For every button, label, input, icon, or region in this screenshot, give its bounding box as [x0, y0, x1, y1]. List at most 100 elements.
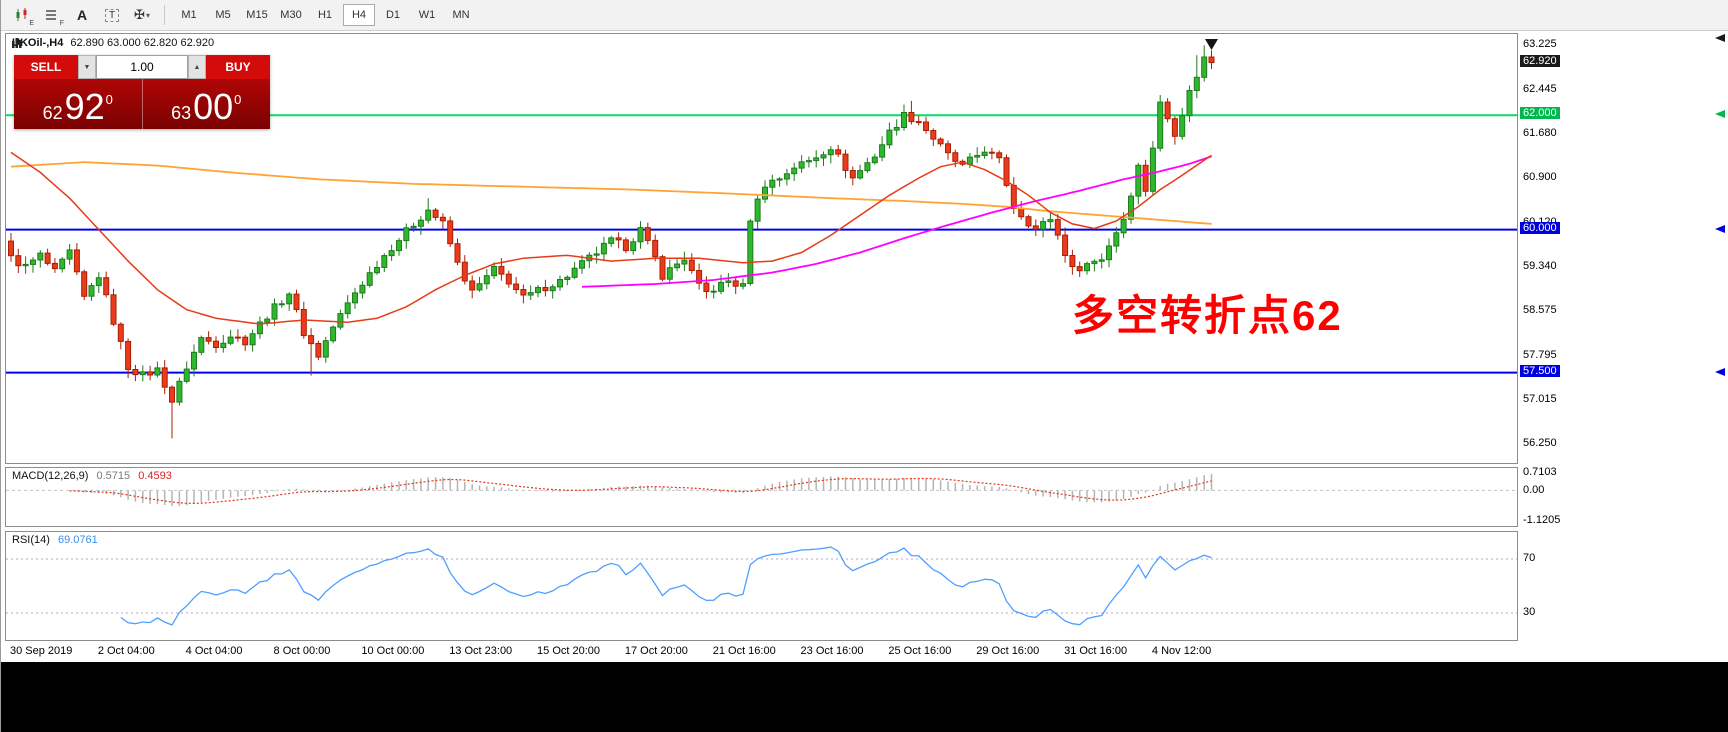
- chart-icon: [12, 38, 22, 48]
- chart-annotation-text: 多空转折点62: [1072, 292, 1343, 339]
- time-axis-label: 8 Oct 00:00: [273, 645, 331, 657]
- level-60000-label: 60.000: [1520, 221, 1560, 234]
- indicator-list-icon[interactable]: F: [38, 3, 66, 27]
- timeframe-button-d1[interactable]: D1: [385, 9, 401, 21]
- chart-tools-group: E F A T ✠ ▾: [7, 0, 157, 30]
- text-label-glyph: T: [104, 8, 120, 22]
- rsi-canvas: [6, 546, 1517, 626]
- buy-button[interactable]: BUY: [206, 55, 270, 79]
- time-axis-label: 2 Oct 04:00: [97, 645, 155, 657]
- edge-marker: [1715, 367, 1725, 376]
- rsi-name: RSI(14): [12, 534, 50, 546]
- volume-up-button[interactable]: ▲: [188, 55, 206, 79]
- candle-chart-glyph: [16, 8, 27, 21]
- macd-axis-tick: 0.00: [1523, 484, 1545, 497]
- text-label-tool-icon[interactable]: T: [98, 3, 126, 27]
- buy-price-sup: 0: [234, 92, 242, 107]
- time-axis[interactable]: 30 Sep 2019 2 Oct 04:00 4 Oct 04:00 8 Oct 0…: [1, 643, 1728, 661]
- macd-axis[interactable]: 0.7103 0.00 -1.1205: [1519, 466, 1577, 527]
- timeframe-button-m15[interactable]: M15: [246, 9, 268, 21]
- price-axis[interactable]: 63.22562.44561.68060.90060.12059.34058.5…: [1519, 33, 1577, 463]
- edge-marker: [1715, 224, 1725, 233]
- buy-price-big: 00: [193, 86, 234, 128]
- edge-marker: [1715, 110, 1725, 119]
- time-axis-label: 10 Oct 00:00: [361, 645, 425, 657]
- main-chart-panel[interactable]: UKOil-,H4 62.890 63.000 62.820 62.920 SE…: [5, 33, 1518, 464]
- sell-price-sup: 0: [105, 92, 113, 107]
- sell-button[interactable]: SELL: [14, 55, 78, 79]
- time-axis-label: 31 Oct 16:00: [1064, 645, 1128, 657]
- macd-main-value: 0.5715: [96, 470, 131, 482]
- volume-input[interactable]: [96, 55, 188, 79]
- time-axis-label: 25 Oct 16:00: [888, 645, 952, 657]
- text-tool-icon[interactable]: A: [76, 7, 88, 23]
- time-axis-label: 4 Oct 04:00: [185, 645, 243, 657]
- level-57500-label: 57.500: [1520, 364, 1560, 377]
- indicator-list-glyph: [46, 10, 56, 20]
- rsi-value: 69.0761: [57, 534, 98, 546]
- level-62000-label: 62.000: [1520, 107, 1560, 120]
- edge-marker: [1715, 34, 1725, 43]
- rsi-axis[interactable]: 70 30: [1519, 531, 1577, 641]
- macd-panel[interactable]: MACD(12,26,9) 0.5715 0.4593: [5, 467, 1518, 527]
- rsi-axis-tick: 30: [1523, 606, 1536, 618]
- price-axis-tick: 60.900: [1523, 171, 1557, 184]
- volume-dropdown-button[interactable]: ▼: [78, 55, 96, 79]
- time-axis-label: 29 Oct 16:00: [976, 645, 1040, 657]
- chevron-down-icon: ▾: [145, 10, 150, 20]
- time-axis-label: 13 Oct 23:00: [449, 645, 513, 657]
- timeframe-button-mn[interactable]: MN: [452, 9, 470, 21]
- one-click-trading-widget: SELL ▼ ▲ BUY 62 92 0 63 00: [14, 55, 270, 129]
- macd-signal-line: [69, 477, 1212, 505]
- time-axis-label: 23 Oct 16:00: [800, 645, 864, 657]
- trade-prices-row: 62 92 0 63 00 0: [14, 79, 270, 129]
- price-axis-tick: 57.795: [1523, 348, 1557, 361]
- toolbar-separator: [164, 5, 165, 25]
- price-axis-tick: 59.340: [1523, 260, 1557, 273]
- macd-label: MACD(12,26,9) 0.5715 0.4593: [12, 470, 172, 482]
- macd-name: MACD(12,26,9): [12, 470, 89, 482]
- arrow-down-object: [1205, 39, 1218, 50]
- buy-price-main: 63: [171, 103, 192, 123]
- time-axis-label: 17 Oct 20:00: [624, 645, 688, 657]
- timeframe-button-m1[interactable]: M1: [181, 9, 197, 21]
- time-axis-label: 30 Sep 2019: [10, 645, 73, 657]
- ma-fast-magenta: [581, 155, 1212, 288]
- time-axis-label: 4 Nov 12:00: [1151, 645, 1212, 657]
- chart-symbol-period: UKOil-,H4: [12, 37, 64, 49]
- macd-signal-value: 0.4593: [138, 470, 172, 482]
- time-axis-label: 21 Oct 16:00: [712, 645, 776, 657]
- chart-ohlc-values: 62.890 63.000 62.820 62.920: [70, 37, 215, 49]
- timeframe-button-m30[interactable]: M30: [280, 9, 302, 21]
- timeframe-button-m5[interactable]: M5: [215, 9, 231, 21]
- crosshair-tool-icon[interactable]: ✠ ▾: [128, 3, 156, 27]
- rsi-label: RSI(14) 69.0761: [12, 534, 98, 546]
- sell-price-display[interactable]: 62 92 0: [14, 79, 143, 129]
- price-axis-tick: 62.445: [1523, 82, 1557, 95]
- rsi-panel[interactable]: RSI(14) 69.0761: [5, 531, 1518, 641]
- chevron-down-icon: ▼: [83, 63, 91, 71]
- candle-chart-icon[interactable]: E: [8, 3, 36, 27]
- price-axis-tick: 63.225: [1523, 38, 1557, 51]
- timeframe-button-w1[interactable]: W1: [418, 9, 436, 21]
- tool-sub-letter: E: [29, 20, 34, 27]
- bottom-bar: [1, 662, 1728, 732]
- ma-slow-orange: [10, 161, 1212, 225]
- sell-price-big: 92: [64, 86, 105, 128]
- timeframe-button-h4[interactable]: H4: [343, 4, 375, 26]
- chart-quote-header: UKOil-,H4 62.890 63.000 62.820 62.920: [12, 37, 214, 49]
- rsi-line: [120, 546, 1212, 626]
- rsi-axis-tick: 70: [1523, 552, 1536, 564]
- trade-controls-row: SELL ▼ ▲ BUY: [14, 55, 270, 79]
- ma-medium-red: [10, 151, 1212, 325]
- chevron-up-icon: ▲: [193, 63, 201, 71]
- buy-price-display[interactable]: 63 00 0: [143, 79, 271, 129]
- candles-layer: [8, 45, 1215, 439]
- price-axis-tick: 57.015: [1523, 393, 1557, 406]
- timeframe-button-h1[interactable]: H1: [317, 9, 333, 21]
- price-axis-tick: 56.250: [1523, 437, 1557, 450]
- macd-canvas: [6, 473, 1517, 507]
- toolbar: E F A T ✠ ▾ M1 M5 M15 M30 H1 H4 D1 W1 MN: [1, 0, 1728, 31]
- timeframe-toolbar: M1 M5 M15 M30 H1 H4 D1 W1 MN: [172, 0, 478, 30]
